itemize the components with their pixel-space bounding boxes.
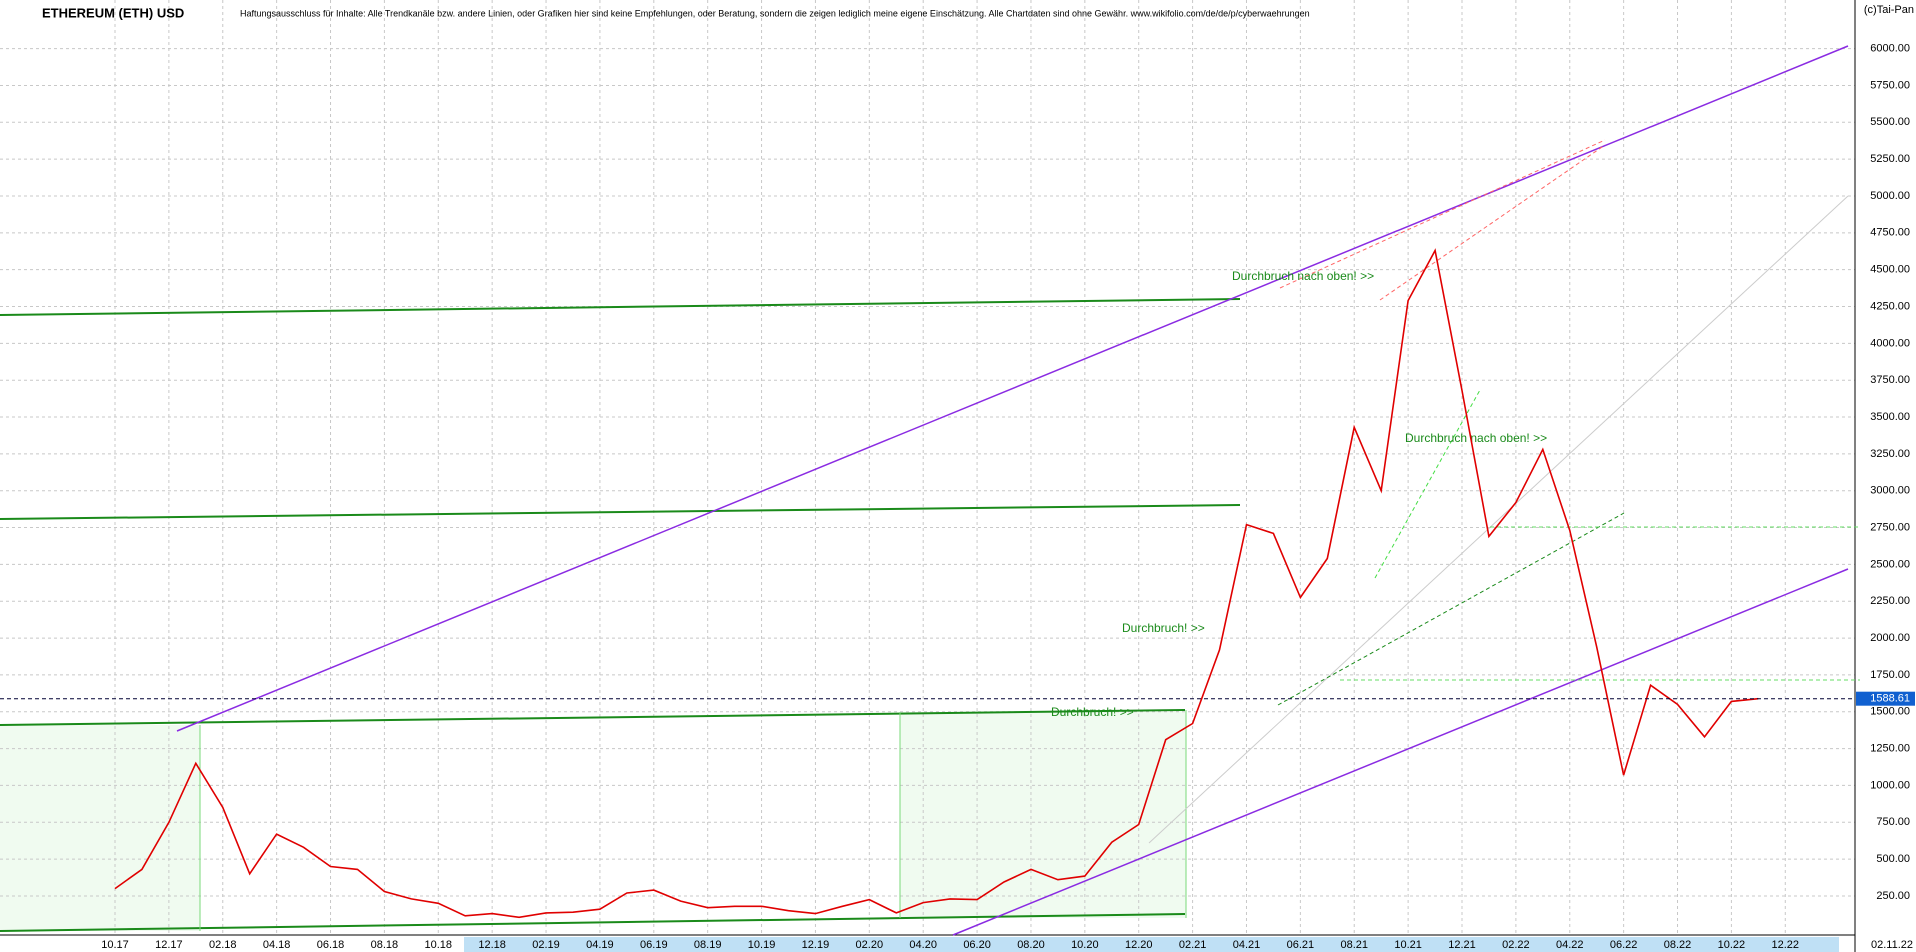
trend-line <box>0 298 1241 316</box>
trend-line <box>1279 139 1606 289</box>
price-line <box>114 248 1759 919</box>
trend-line <box>1374 389 1481 579</box>
x-tick-label: 12.18 <box>478 939 506 951</box>
y-tick-label: 1500.00 <box>1870 706 1910 718</box>
last-date: 02.11.22 <box>1871 939 1913 951</box>
y-tick-label: 2250.00 <box>1870 595 1910 607</box>
x-tick-label: 10.22 <box>1718 939 1746 951</box>
x-tick-label: 08.18 <box>371 939 399 951</box>
x-tick-label: 04.19 <box>586 939 614 951</box>
chart-title: ETHEREUM (ETH) USD <box>42 5 184 20</box>
x-tick-label: 02.18 <box>209 939 237 951</box>
x-tick-label: 10.17 <box>101 939 129 951</box>
last-price-box <box>1856 691 1915 706</box>
x-tick-label: 08.19 <box>694 939 722 951</box>
last-price-label: 1588.61 <box>1870 693 1910 705</box>
y-tick-label: 750.00 <box>1876 816 1910 828</box>
disclaimer: Haftungsausschluss für Inhalte: Alle Tre… <box>240 8 1310 18</box>
x-tick-label: 10.19 <box>748 939 776 951</box>
y-tick-label: 4750.00 <box>1870 227 1910 239</box>
trend-line <box>1148 195 1849 844</box>
annotation: Durchbruch nach oben! >> <box>1232 269 1374 283</box>
trend-line <box>1379 144 1606 301</box>
x-tick-label: 04.22 <box>1556 939 1584 951</box>
x-tick-label: 06.18 <box>317 939 345 951</box>
trend-line <box>0 913 1186 932</box>
x-tick-label: 10.20 <box>1071 939 1099 951</box>
copyright: (c)Tai-Pan <box>1864 4 1914 16</box>
x-tick-label: 02.21 <box>1179 939 1207 951</box>
y-tick-label: 250.00 <box>1876 890 1910 902</box>
annotation: Durchbruch! >> <box>1051 705 1134 719</box>
axis-strip <box>464 937 1839 952</box>
y-tick-label: 2500.00 <box>1870 558 1910 570</box>
x-tick-label: 06.19 <box>640 939 668 951</box>
x-tick-label: 02.19 <box>532 939 560 951</box>
y-tick-label: 1000.00 <box>1870 779 1910 791</box>
y-tick-label: 5000.00 <box>1870 190 1910 202</box>
x-tick-label: 10.18 <box>425 939 453 951</box>
x-tick-label: 06.21 <box>1287 939 1315 951</box>
x-tick-label: 12.22 <box>1772 939 1800 951</box>
y-tick-label: 4500.00 <box>1870 264 1910 276</box>
x-tick-label: 04.21 <box>1233 939 1261 951</box>
y-tick-label: 3500.00 <box>1870 411 1910 423</box>
x-tick-label: 08.21 <box>1340 939 1368 951</box>
trend-line <box>1277 512 1625 706</box>
y-tick-label: 1250.00 <box>1870 742 1910 754</box>
y-tick-label: 6000.00 <box>1870 43 1910 55</box>
trend-line <box>0 504 1241 520</box>
x-tick-label: 12.21 <box>1448 939 1476 951</box>
x-tick-label: 04.20 <box>909 939 937 951</box>
y-tick-label: 500.00 <box>1876 853 1910 865</box>
x-tick-label: 06.22 <box>1610 939 1638 951</box>
x-tick-label: 04.18 <box>263 939 291 951</box>
x-tick-label: 08.20 <box>1017 939 1045 951</box>
x-tick-label: 08.22 <box>1664 939 1692 951</box>
x-tick-label: 12.19 <box>802 939 830 951</box>
zone <box>0 725 200 931</box>
y-tick-label: 5500.00 <box>1870 116 1910 128</box>
y-tick-label: 3250.00 <box>1870 448 1910 460</box>
x-tick-label: 02.22 <box>1502 939 1530 951</box>
y-tick-label: 5750.00 <box>1870 79 1910 91</box>
x-tick-label: 10.21 <box>1394 939 1422 951</box>
channel-line <box>176 45 1849 732</box>
y-tick-label: 3000.00 <box>1870 485 1910 497</box>
annotation: Durchbruch nach oben! >> <box>1405 431 1547 445</box>
y-tick-label: 4000.00 <box>1870 337 1910 349</box>
x-tick-label: 12.17 <box>155 939 183 951</box>
y-tick-label: 2000.00 <box>1870 632 1910 644</box>
x-tick-label: 12.20 <box>1125 939 1153 951</box>
y-tick-label: 5250.00 <box>1870 153 1910 165</box>
y-tick-label: 1750.00 <box>1870 669 1910 681</box>
annotation: Durchbruch! >> <box>1122 621 1205 635</box>
y-tick-label: 2750.00 <box>1870 521 1910 533</box>
x-tick-label: 06.20 <box>963 939 991 951</box>
y-tick-label: 4250.00 <box>1870 300 1910 312</box>
channel-line <box>952 568 1849 936</box>
x-tick-label: 02.20 <box>856 939 884 951</box>
y-tick-label: 3750.00 <box>1870 374 1910 386</box>
zone <box>900 712 1186 918</box>
